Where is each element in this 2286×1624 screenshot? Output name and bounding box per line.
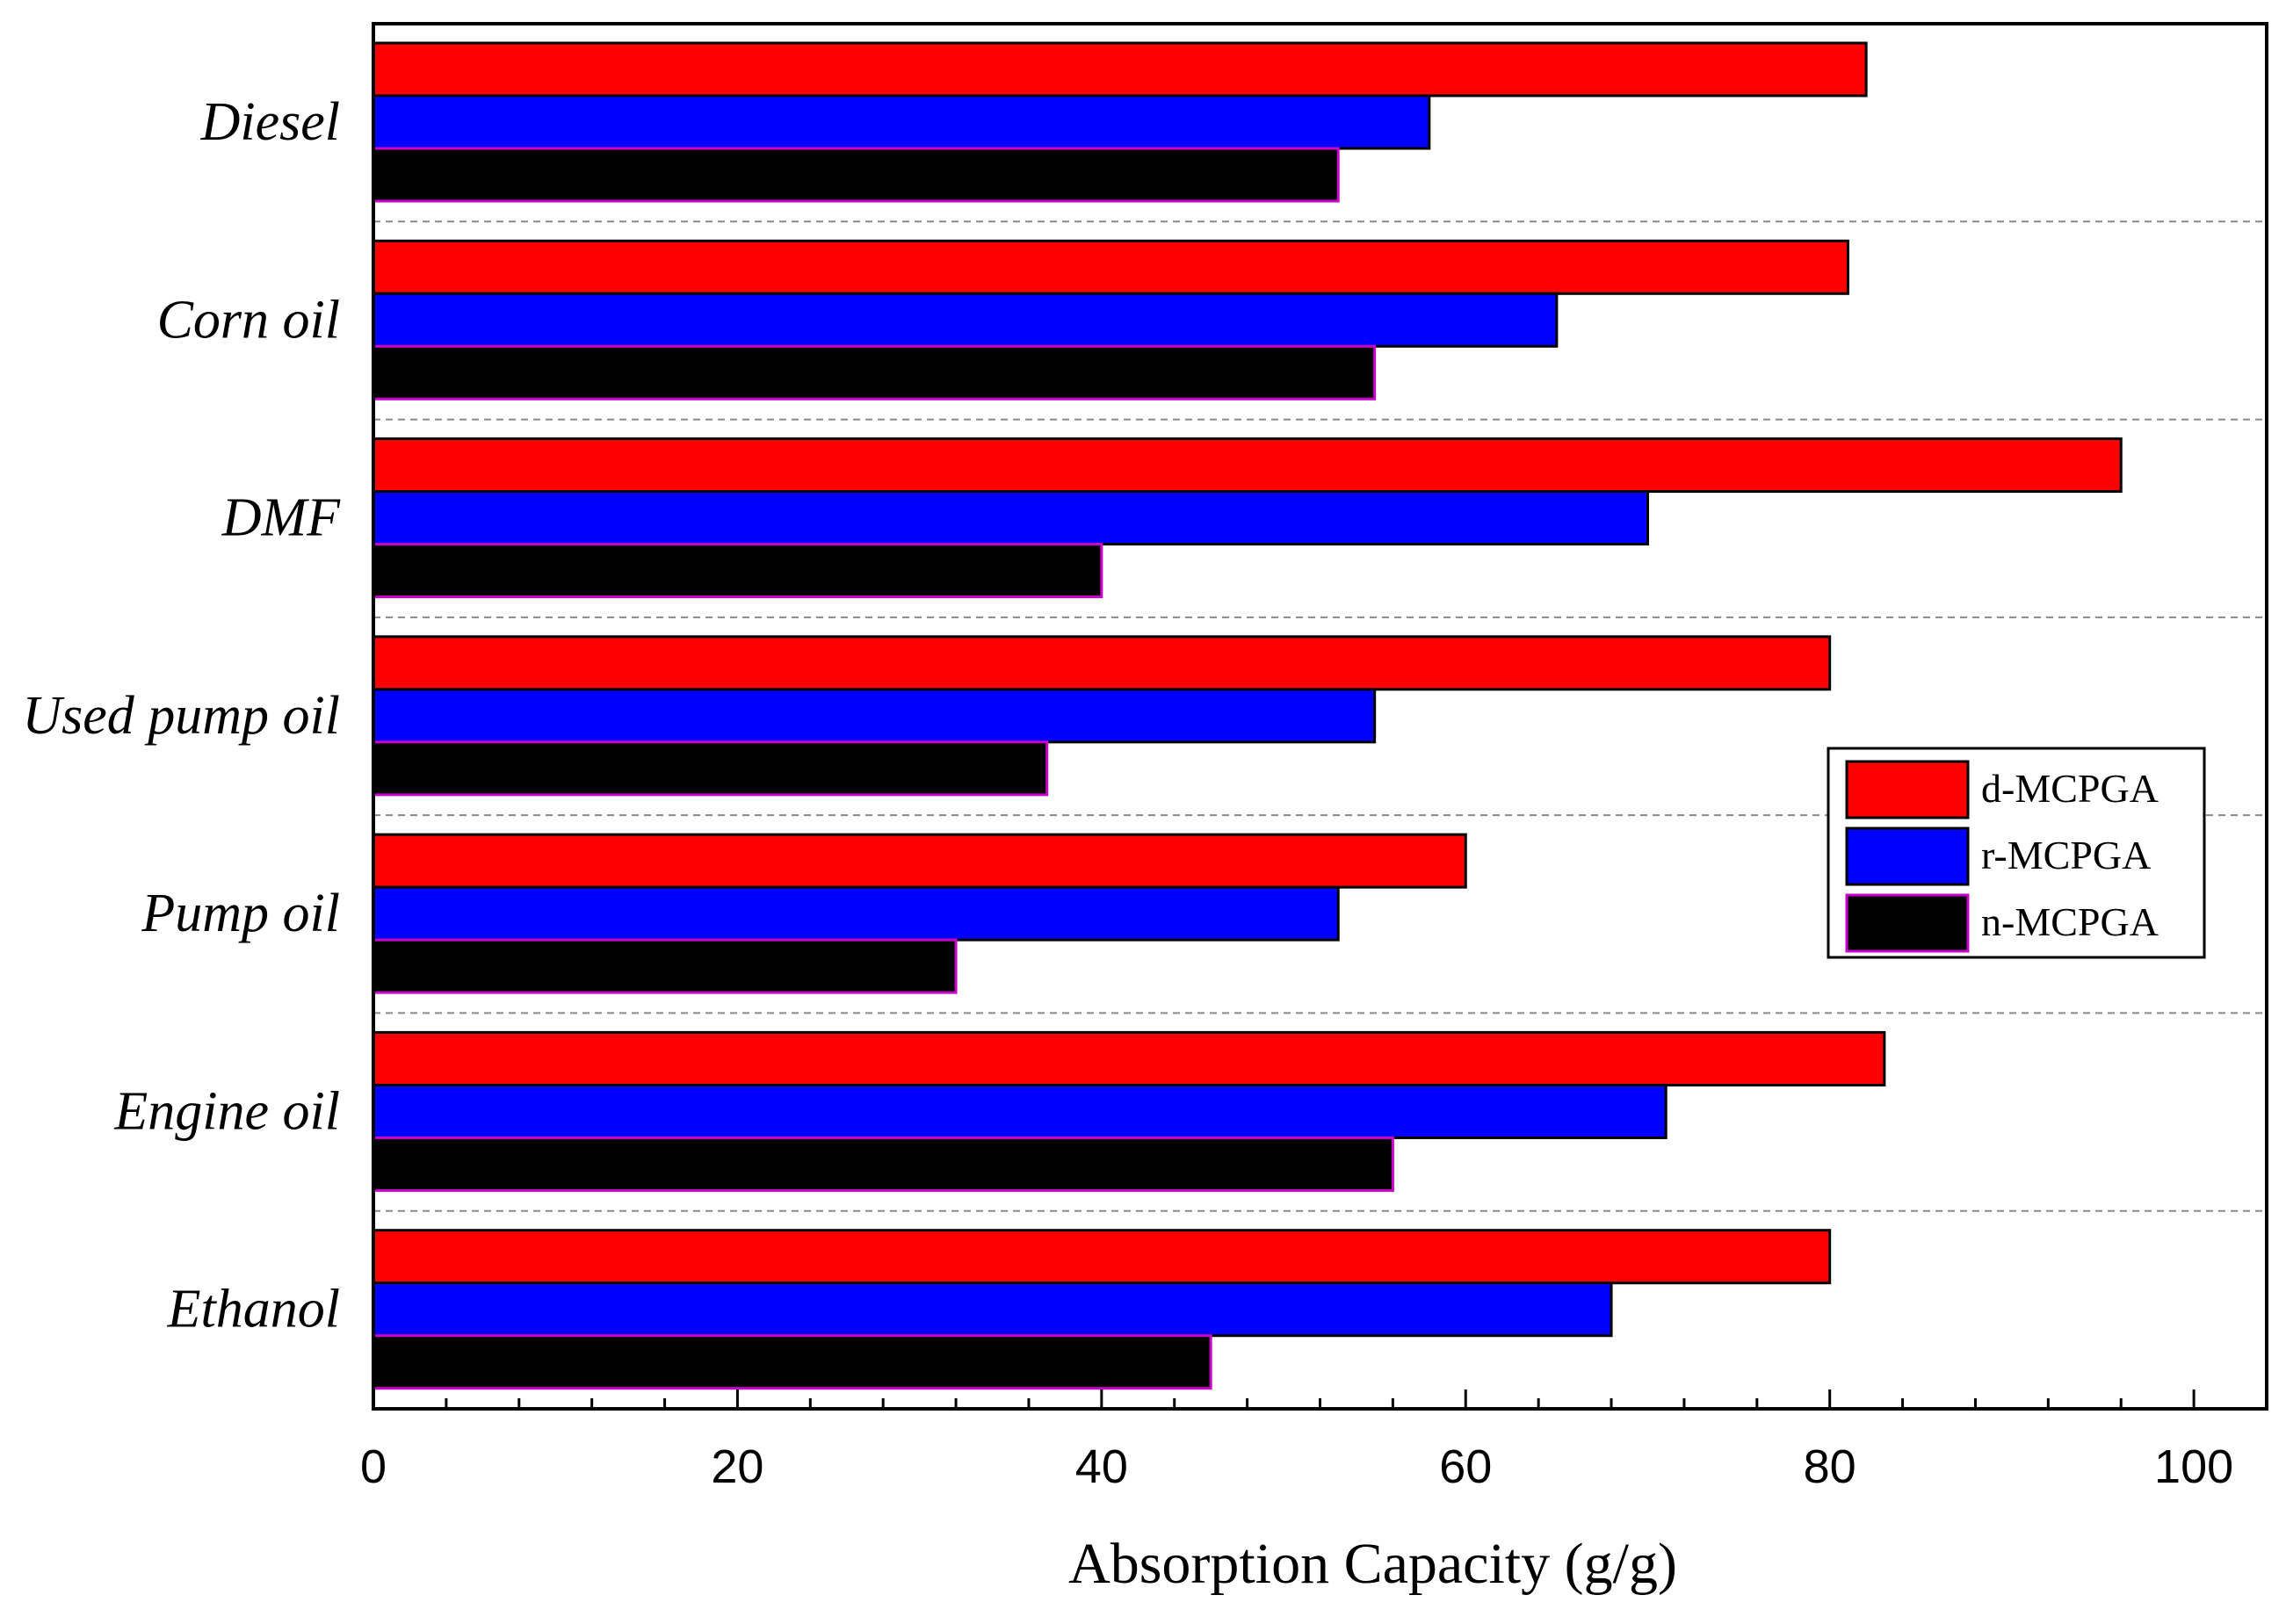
bar-r-MCPGA-dmf	[372, 490, 1649, 546]
category-label: Diesel	[200, 92, 340, 152]
bar-d-MCPGA-corn-oil	[372, 239, 1849, 295]
bar-d-MCPGA-diesel	[372, 41, 1868, 97]
bar-d-MCPGA-dmf	[372, 437, 2123, 494]
x-tick-label: 0	[360, 1440, 387, 1493]
bar-d-MCPGA-engine-oil	[372, 1030, 1886, 1086]
x-tick-label: 80	[1804, 1440, 1856, 1493]
bar-d-MCPGA-ethanol	[372, 1229, 1832, 1285]
bar-r-MCPGA-corn-oil	[372, 292, 1559, 348]
category-label: Used pump oil	[22, 686, 340, 746]
category-labels: Diesel Corn oil DMF Used pump oil Pump oil En…	[22, 92, 341, 1339]
x-tick-label: 60	[1439, 1440, 1492, 1493]
x-tick-label: 100	[2154, 1440, 2233, 1493]
bar-n-MCPGA-pump-oil	[372, 938, 958, 994]
legend-label-d-MCPGA: d-MCPGA	[1981, 766, 2159, 811]
legend-swatch-d-MCPGA	[1845, 760, 1970, 819]
legend-swatch-n-MCPGA	[1845, 893, 1970, 953]
category-label: Engine oil	[113, 1081, 340, 1141]
legend-label-r-MCPGA: r-MCPGA	[1981, 833, 2151, 877]
bar-d-MCPGA-pump-oil	[372, 833, 1467, 889]
bar-n-MCPGA-ethanol	[372, 1334, 1212, 1390]
bar-r-MCPGA-used-pump-oil	[372, 688, 1377, 744]
bar-r-MCPGA-ethanol	[372, 1281, 1613, 1338]
bar-n-MCPGA-used-pump-oil	[372, 740, 1049, 797]
x-axis-title: Absorption Capacity (g/g)	[1068, 1532, 1677, 1596]
bar-n-MCPGA-dmf	[372, 543, 1103, 599]
bar-r-MCPGA-engine-oil	[372, 1083, 1667, 1139]
bar-r-MCPGA-pump-oil	[372, 885, 1340, 942]
category-label: Corn oil	[157, 290, 340, 350]
category-label: Ethanol	[167, 1280, 340, 1339]
bar-n-MCPGA-diesel	[372, 147, 1340, 203]
bar-d-MCPGA-used-pump-oil	[372, 635, 1832, 691]
legend: d-MCPGA r-MCPGA n-MCPGA	[1827, 747, 2206, 959]
x-tick-label: 40	[1075, 1440, 1128, 1493]
x-tick-label: 20	[711, 1440, 763, 1493]
x-axis-ticks: 0 20 40 60 80 100	[360, 1389, 2233, 1493]
legend-label-n-MCPGA: n-MCPGA	[1981, 899, 2159, 944]
category-label: Pump oil	[141, 884, 340, 943]
bar-r-MCPGA-diesel	[372, 94, 1431, 150]
legend-swatch-r-MCPGA	[1845, 826, 1970, 886]
bar-n-MCPGA-corn-oil	[372, 344, 1377, 401]
bar-n-MCPGA-engine-oil	[372, 1136, 1394, 1192]
bars	[372, 41, 2123, 1390]
category-label: DMF	[221, 488, 341, 548]
